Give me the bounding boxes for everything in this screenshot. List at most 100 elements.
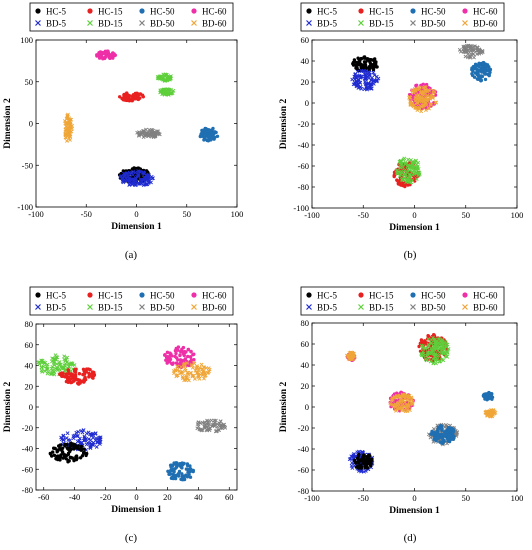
data-point <box>466 48 470 53</box>
legend-marker <box>139 20 145 26</box>
data-point <box>421 85 426 90</box>
data-point <box>409 164 414 168</box>
data-point <box>488 414 493 419</box>
legend-label: BD-5 <box>317 18 337 28</box>
data-point <box>482 394 486 399</box>
data-point <box>136 166 141 170</box>
data-point <box>170 354 174 358</box>
data-point <box>177 369 182 374</box>
data-point <box>359 62 363 66</box>
panel-caption: (c) <box>125 532 138 544</box>
data-point <box>408 172 412 177</box>
y-tick-label: -80 <box>298 182 309 192</box>
data-point <box>406 157 411 162</box>
data-point <box>186 370 190 375</box>
data-point <box>69 361 74 366</box>
data-point <box>51 360 56 365</box>
data-point <box>39 365 44 370</box>
data-point <box>215 134 220 138</box>
data-point <box>430 335 435 340</box>
data-point <box>362 60 367 64</box>
data-point <box>184 361 189 365</box>
data-point <box>409 158 413 162</box>
legend-label: HC-15 <box>98 290 123 300</box>
data-point <box>428 102 433 107</box>
data-point <box>474 67 479 71</box>
legend-marker <box>191 20 197 26</box>
data-point <box>362 87 367 92</box>
data-point <box>450 437 454 441</box>
data-point <box>358 466 363 470</box>
data-point <box>485 409 490 414</box>
data-point <box>439 426 444 431</box>
data-point <box>424 103 429 108</box>
y-axis-label: Dimension 2 <box>3 98 13 149</box>
data-point <box>365 462 369 466</box>
cluster-bd-60 <box>62 112 75 143</box>
data-point <box>360 458 364 463</box>
data-point <box>362 460 366 464</box>
data-point <box>401 157 406 162</box>
legend-label: BD-15 <box>369 302 394 312</box>
data-point <box>211 135 215 139</box>
data-point <box>367 73 372 78</box>
legend-label: BD-5 <box>317 302 337 312</box>
data-point <box>466 51 471 56</box>
data-point <box>484 396 488 400</box>
data-point <box>42 361 47 366</box>
y-tick-label: 50 <box>25 77 34 87</box>
data-point <box>204 427 209 432</box>
cluster-bd-50 <box>135 127 162 140</box>
data-point <box>188 467 193 471</box>
y-tick-label: -40 <box>22 444 33 454</box>
data-point <box>432 347 437 352</box>
data-point <box>437 340 442 345</box>
data-point <box>55 368 60 373</box>
cluster-bd-15 <box>419 335 451 366</box>
legend-box <box>300 2 505 32</box>
x-tick-label: 0 <box>134 209 138 219</box>
data-point <box>196 368 201 373</box>
data-point <box>430 429 434 434</box>
plot-frame <box>35 323 238 491</box>
data-point <box>206 419 211 424</box>
y-tick-label: -50 <box>22 160 33 170</box>
data-point <box>413 98 418 103</box>
data-point <box>433 353 438 358</box>
data-point <box>162 78 167 83</box>
data-point <box>99 55 104 59</box>
data-point <box>79 444 84 449</box>
data-point <box>436 426 440 431</box>
data-point <box>487 67 491 71</box>
data-point <box>425 93 430 98</box>
data-point <box>147 127 152 132</box>
data-point <box>429 348 434 353</box>
data-point <box>219 423 224 428</box>
legend-marker <box>35 304 41 310</box>
y-tick-label: 80 <box>301 318 310 328</box>
data-point <box>410 178 415 183</box>
data-point <box>484 63 488 67</box>
data-point <box>67 118 71 123</box>
data-point <box>57 456 61 460</box>
data-point <box>62 366 66 371</box>
data-point <box>66 451 71 455</box>
data-point <box>74 455 78 459</box>
legend-marker <box>35 8 41 14</box>
data-point <box>426 97 431 102</box>
legend-label: HC-15 <box>369 290 394 300</box>
data-point <box>215 428 219 433</box>
data-point <box>67 364 71 369</box>
data-point <box>483 77 488 82</box>
legend-label: HC-5 <box>317 290 337 300</box>
data-point <box>65 372 69 377</box>
data-point <box>477 47 482 52</box>
data-point <box>431 426 436 431</box>
data-point <box>433 358 438 363</box>
data-point <box>477 69 481 73</box>
data-point <box>88 446 93 451</box>
data-point <box>147 179 151 184</box>
data-point <box>464 46 469 51</box>
data-point <box>68 124 73 129</box>
plot-frame <box>311 322 518 492</box>
